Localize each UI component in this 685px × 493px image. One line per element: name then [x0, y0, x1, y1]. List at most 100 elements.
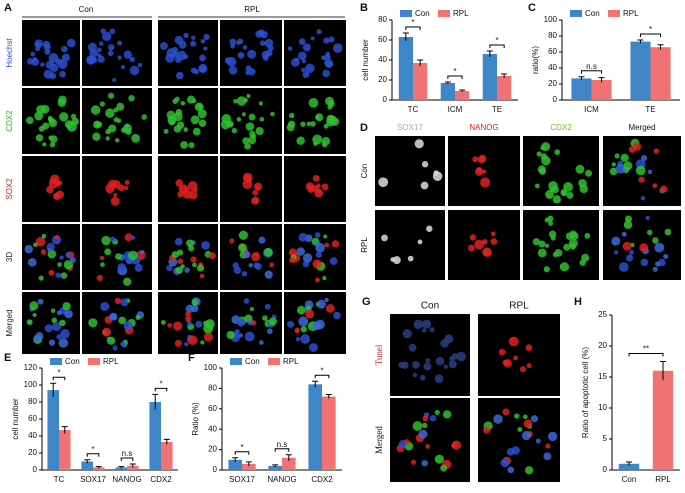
y-axis-label: ratio(%): [531, 46, 540, 74]
significance-label: n.s: [122, 449, 133, 458]
column-label: Merged: [628, 123, 655, 132]
cell: [530, 415, 539, 423]
significance-label: *: [320, 366, 323, 375]
cell: [434, 374, 444, 384]
cell: [244, 174, 251, 182]
cell: [410, 459, 417, 465]
cell: [24, 245, 33, 254]
cell: [90, 105, 101, 115]
cell: [232, 262, 239, 269]
cell: [618, 262, 629, 272]
cell: [305, 309, 315, 319]
bar: [228, 459, 242, 470]
cell: [123, 50, 132, 59]
cell: [469, 234, 477, 241]
cell: [114, 297, 122, 305]
cell: [176, 121, 185, 129]
y-tick-label: 20: [208, 445, 217, 454]
cell: [110, 196, 120, 206]
cell: [176, 71, 184, 80]
cell: [421, 328, 427, 333]
cell: [322, 69, 330, 78]
cell: [324, 242, 330, 248]
panel-letter: D: [360, 122, 368, 134]
error-bar: [459, 89, 466, 92]
y-tick-label: 100: [24, 380, 38, 389]
cell: [108, 92, 115, 99]
cell: [478, 154, 487, 163]
error-bar: [232, 457, 239, 462]
cell: [178, 40, 187, 49]
significance-bracket: [405, 26, 421, 30]
x-tick-label: TE: [492, 105, 502, 114]
cell: [131, 133, 141, 143]
cell: [623, 161, 633, 171]
cell: [563, 182, 573, 192]
cell: [191, 299, 199, 306]
cell: [89, 48, 99, 58]
cell: [238, 243, 247, 253]
cell: [192, 127, 201, 136]
error-bar: [578, 76, 585, 80]
significance-label: *: [57, 368, 60, 377]
cell: [544, 243, 550, 248]
cell: [55, 272, 62, 278]
cell: [412, 360, 420, 369]
cell: [329, 257, 338, 265]
significance-label: *: [495, 36, 498, 45]
micrograph: [375, 136, 445, 206]
y-tick-label: 0: [383, 95, 388, 104]
cell: [201, 240, 210, 250]
y-tick-label: 40: [548, 63, 557, 72]
cell: [434, 409, 440, 416]
cell: [421, 161, 429, 168]
cell: [309, 343, 318, 352]
cell: [513, 355, 519, 361]
cell: [647, 169, 653, 175]
cell: [49, 141, 56, 148]
bar: [322, 396, 336, 470]
y-tick-label: 40: [208, 424, 217, 433]
cell: [502, 408, 510, 416]
cell: [652, 183, 658, 189]
cell: [543, 266, 550, 273]
y-tick-label: 0: [603, 465, 608, 474]
x-tick-label: NANOG: [267, 475, 296, 484]
cell: [228, 66, 238, 75]
legend-swatch: [570, 10, 582, 17]
cell: [226, 330, 235, 340]
cell: [190, 115, 200, 125]
cell: [30, 51, 36, 57]
row-label: CDX2: [5, 110, 14, 132]
cell: [65, 251, 72, 258]
cell: [640, 196, 646, 201]
cell: [664, 228, 672, 236]
significance-label: n.s: [586, 62, 597, 71]
cell: [64, 309, 73, 319]
micrograph: [478, 314, 560, 396]
cell: [185, 315, 192, 323]
cell: [53, 194, 59, 200]
cell: [584, 232, 591, 239]
cell: [313, 141, 318, 146]
cell: [413, 319, 423, 330]
cell: [269, 262, 275, 268]
cell: [609, 167, 618, 176]
column-label: RPL: [244, 5, 260, 14]
cell: [611, 162, 616, 167]
cell: [120, 341, 126, 347]
cell: [183, 127, 188, 132]
cell: [422, 422, 428, 429]
cell: [184, 341, 189, 347]
cell: [407, 255, 414, 262]
cell: [114, 253, 122, 260]
cell: [233, 98, 238, 104]
cell: [549, 187, 554, 192]
cell: [243, 250, 251, 259]
bar: [413, 63, 428, 100]
cell: [60, 329, 70, 339]
cell: [62, 302, 71, 311]
cell: [323, 123, 329, 129]
micrograph: [478, 398, 560, 482]
cell: [112, 77, 117, 82]
